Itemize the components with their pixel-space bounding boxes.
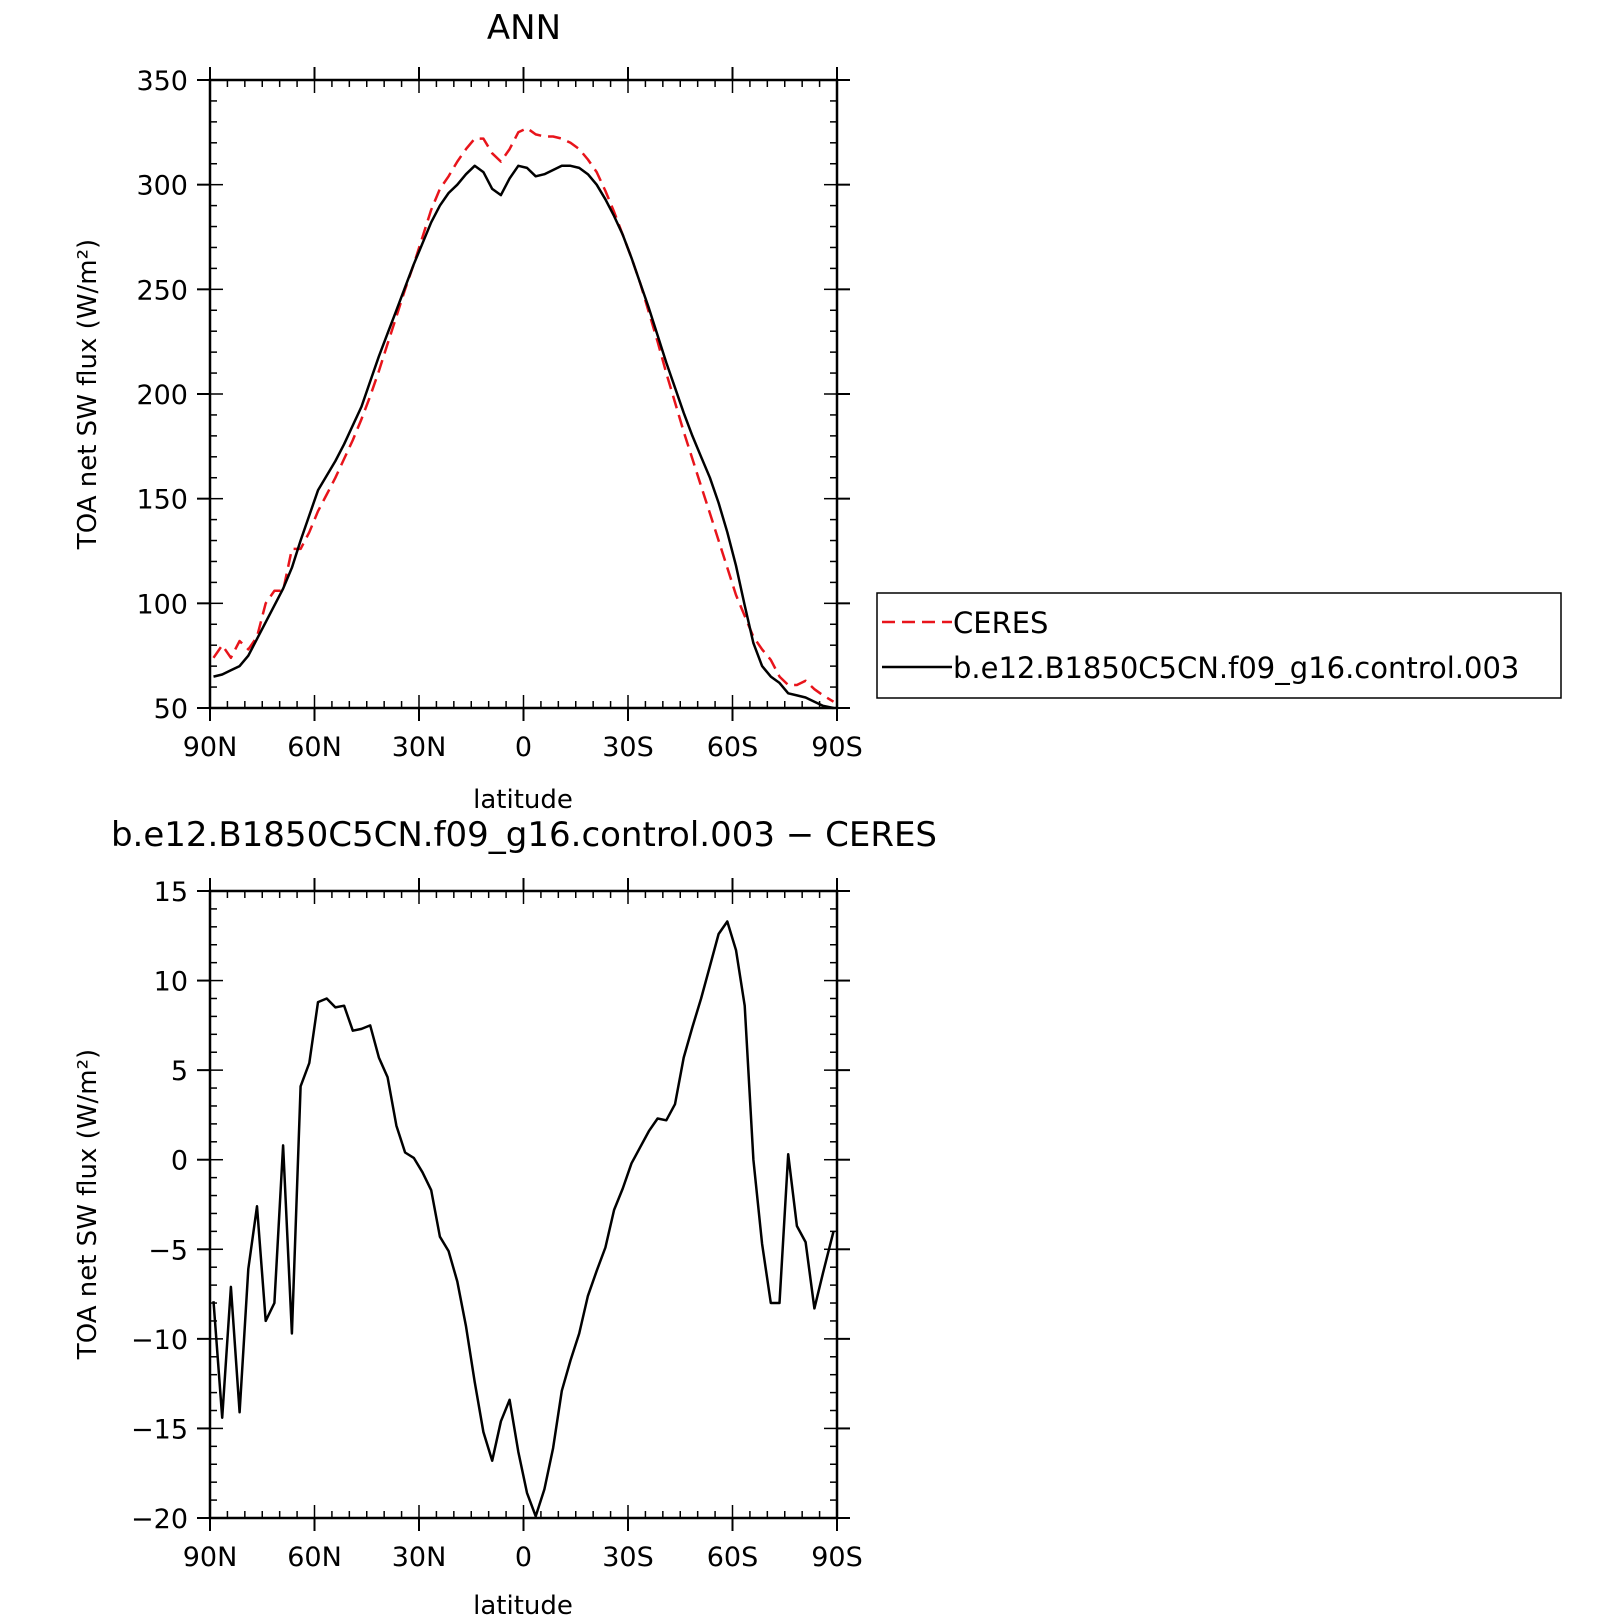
bottom-y-tick-label: 10 <box>154 967 188 998</box>
top-y-tick-label: 200 <box>136 380 188 411</box>
bottom-y-tick-label: −10 <box>131 1325 188 1356</box>
top-chart-ticks <box>197 67 850 721</box>
bottom-x-tick-label: 30N <box>392 1542 447 1573</box>
bottom-x-tick-label: 60N <box>287 1542 342 1573</box>
top-chart-tick-labels: 90N 60N 30N 0 30S 60S 90S 50 100 150 200 250 300 350 <box>136 66 862 763</box>
bottom-chart-frame <box>208 889 839 1520</box>
top-y-tick-label: 350 <box>136 66 188 97</box>
bottom-chart-xlabel: latitude <box>473 1591 573 1619</box>
bottom-x-tick-label: 30S <box>602 1542 654 1573</box>
bottom-x-tick-label: 90S <box>811 1542 863 1573</box>
top-x-tick-label: 0 <box>515 732 532 763</box>
top-x-tick-label: 90N <box>183 732 238 763</box>
top-y-tick-label: 250 <box>136 275 188 306</box>
bottom-x-tick-label: 90N <box>183 1542 238 1573</box>
legend-label-ceres: CERES <box>953 606 1048 640</box>
bottom-y-tick-label: 0 <box>171 1146 188 1177</box>
top-chart-ylabel: TOA net SW flux (W/m²) <box>73 239 103 550</box>
bottom-chart-title: b.e12.B1850C5CN.f09_g16.control.003 − CE… <box>111 815 937 855</box>
top-series-ceres-line <box>212 126 835 703</box>
bottom-x-tick-label: 60S <box>707 1542 759 1573</box>
bottom-series-model-line <box>212 920 835 1518</box>
top-chart-frame <box>208 78 839 710</box>
top-y-tick-label: 50 <box>154 694 188 725</box>
top-x-tick-label: 30N <box>392 732 447 763</box>
top-series-model-line <box>213 164 834 710</box>
top-x-tick-label: 60S <box>707 732 759 763</box>
bottom-chart-ylabel: TOA net SW flux (W/m²) <box>73 1049 103 1360</box>
top-x-tick-label: 90S <box>811 732 863 763</box>
top-y-tick-label: 300 <box>136 171 188 202</box>
top-y-tick-label: 100 <box>136 589 188 620</box>
bottom-chart: b.e12.B1850C5CN.f09_g16.control.003 − CE… <box>73 815 937 1619</box>
bottom-y-tick-label: −20 <box>131 1504 188 1535</box>
top-x-tick-label: 60N <box>287 732 342 763</box>
bottom-x-tick-label: 0 <box>515 1542 532 1573</box>
bottom-chart-series <box>212 920 835 1518</box>
top-chart-title: ANN <box>487 8 561 48</box>
legend-box <box>876 592 1562 699</box>
top-x-tick-label: 30S <box>602 732 654 763</box>
legend: CERES b.e12.B1850C5CN.f09_g16.control.00… <box>876 592 1562 699</box>
top-y-tick-label: 150 <box>136 485 188 516</box>
legend-label-model: b.e12.B1850C5CN.f09_g16.control.003 <box>953 651 1519 685</box>
bottom-y-tick-label: −15 <box>131 1414 188 1445</box>
top-chart-xlabel: latitude <box>473 785 573 815</box>
top-chart: ANN 90N 60N 30N 0 30S 60S 90S 50 100 150 200 250 300… <box>73 8 863 815</box>
bottom-y-tick-label: 15 <box>154 877 188 908</box>
bottom-y-tick-label: 5 <box>171 1056 188 1087</box>
bottom-y-tick-label: −5 <box>148 1235 188 1266</box>
bottom-chart-ticks <box>197 878 850 1531</box>
top-chart-series <box>212 126 835 710</box>
bottom-chart-tick-labels: 90N 60N 30N 0 30S 60S 90S −20 −15 −10 −5 0 5 10 15 <box>131 877 863 1573</box>
